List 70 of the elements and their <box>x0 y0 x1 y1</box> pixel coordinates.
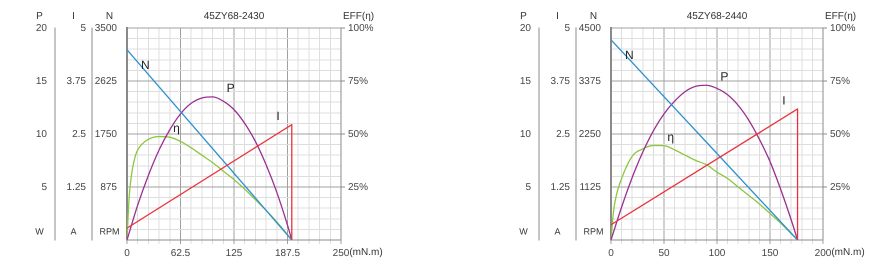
y3-axis-title: P <box>36 10 44 22</box>
y3-tick-label: 10 <box>520 128 532 140</box>
series-label: I <box>276 108 280 123</box>
x-axis-title: (mN.m) <box>831 246 865 258</box>
y2-tick-label: 25% <box>348 182 368 193</box>
y2-tick-label: 75% <box>348 76 368 87</box>
x-tick-label: 0 <box>608 248 614 259</box>
y-tick-label: 2.5 <box>72 128 86 140</box>
y2-tick-label: 25% <box>830 182 850 193</box>
y-tick-label: 2.5 <box>556 128 570 140</box>
y-tick-label: 3.75 <box>550 76 570 87</box>
y3-tick-label: 20 <box>36 22 48 34</box>
y-tick-label: 1750 <box>94 128 118 140</box>
series-label: P <box>226 81 235 96</box>
x-tick-label: 0 <box>124 248 130 259</box>
y-tick-label: 4500 <box>578 22 602 34</box>
y-tick-label: 875 <box>100 182 118 193</box>
series-label: η <box>667 130 674 144</box>
series-label: η <box>173 120 180 135</box>
y-tick-label: 5 <box>564 22 570 34</box>
y3-tick-label: 5 <box>41 182 48 193</box>
x-tick-label: 150 <box>762 248 779 259</box>
y-tick-label: 3375 <box>578 76 602 87</box>
y-tick-label: 3.75 <box>66 76 86 87</box>
y2-tick-label: 50% <box>830 128 850 140</box>
text: W <box>35 226 44 236</box>
y-axis-title: N <box>590 10 598 22</box>
series-label: I <box>782 93 786 108</box>
x-tick-label: 125 <box>226 248 243 259</box>
series-label: P <box>720 70 728 84</box>
series-label: N <box>141 58 150 72</box>
x-tick-label: 187.5 <box>274 248 300 259</box>
text: RPM <box>100 226 120 236</box>
y3-tick-label: 20 <box>520 22 532 34</box>
y-tick-label: 2250 <box>578 128 602 140</box>
y2-axis-title: EFF(η) <box>825 10 856 22</box>
x-axis-title: (mN.m) <box>349 246 383 258</box>
x-tick-label: 100 <box>708 248 726 259</box>
chart-title: 45ZY68-2440 <box>686 10 748 22</box>
y-tick-label: 3500 <box>94 22 118 34</box>
y-tick-label: 1.25 <box>550 182 570 193</box>
y-tick-label: 5 <box>80 22 86 34</box>
text: RPM <box>584 226 604 236</box>
x-tick-label: 200 <box>814 248 832 259</box>
y2-tick-label: 100% <box>830 22 856 34</box>
text: A <box>70 226 77 236</box>
chart-title: 45ZY68-2430 <box>204 10 265 22</box>
text: A <box>554 226 561 236</box>
y2-axis-title: EFF(η) <box>343 10 374 22</box>
y-axis-title: N <box>106 10 114 22</box>
y3-axis-title: P <box>520 10 528 22</box>
x-tick-label: 250 <box>332 248 350 259</box>
text: W <box>519 226 528 236</box>
series-label: N <box>625 48 634 62</box>
y3-tick-label: 5 <box>525 182 532 193</box>
y-axis-title: I <box>72 10 75 22</box>
line-series <box>611 84 798 240</box>
y-tick-label: 1.25 <box>66 182 86 193</box>
y-tick-label: 2625 <box>94 76 118 87</box>
y-tick-label: 1125 <box>579 182 602 193</box>
x-tick-label: 62.5 <box>170 248 191 259</box>
y2-tick-label: 50% <box>348 128 368 140</box>
y-axis-title: I <box>556 10 559 22</box>
y3-tick-label: 15 <box>36 76 48 87</box>
y3-tick-label: 15 <box>520 76 532 87</box>
y2-tick-label: 75% <box>830 76 850 87</box>
y2-tick-label: 100% <box>348 22 374 34</box>
x-tick-label: 50 <box>658 248 670 259</box>
line-series <box>127 96 292 240</box>
y3-tick-label: 10 <box>36 128 48 140</box>
